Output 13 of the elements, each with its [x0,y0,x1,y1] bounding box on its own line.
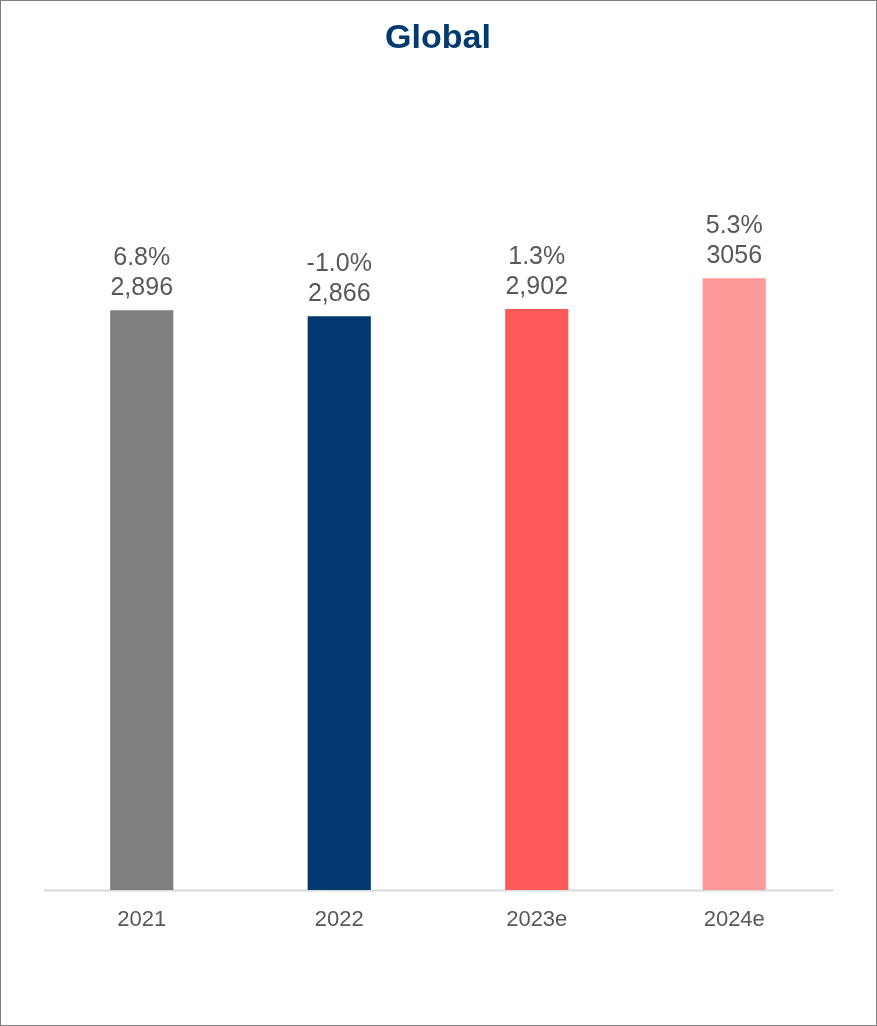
data-label: 6.8% 2,896 [110,242,174,301]
bar [505,308,569,890]
x-tick-label: 2024e [703,905,765,931]
x-tick-label: 2023e [506,905,568,931]
x-tick-label: 2022 [314,905,364,931]
chart-title: Global [385,17,491,55]
data-label: -1.0% 2,866 [306,248,372,307]
x-tick-label: 2021 [117,905,167,931]
bar [702,278,766,890]
bar [110,310,174,890]
bar [307,316,371,890]
data-label: 5.3% 3056 [705,210,763,269]
data-label: 1.3% 2,902 [505,240,569,299]
